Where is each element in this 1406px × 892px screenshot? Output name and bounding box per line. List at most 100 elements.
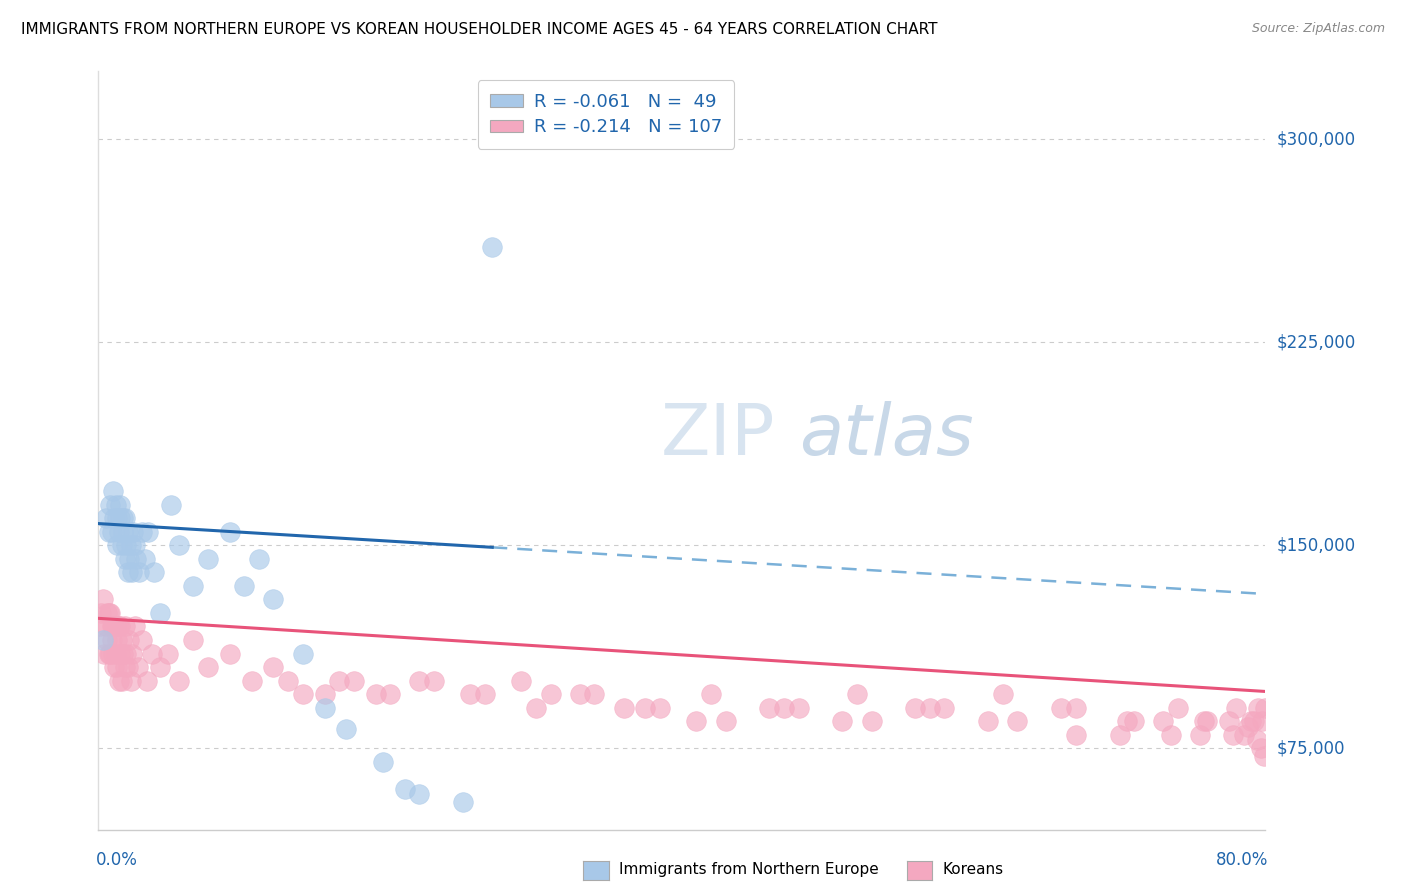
Text: 80.0%: 80.0% xyxy=(1216,851,1268,869)
Point xyxy=(1167,700,1189,714)
Point xyxy=(714,714,737,729)
Point xyxy=(685,714,707,729)
Point xyxy=(262,660,284,674)
Text: 0.0%: 0.0% xyxy=(96,851,138,869)
Point xyxy=(105,511,128,525)
Point xyxy=(1237,720,1260,734)
Point xyxy=(105,633,128,648)
Point xyxy=(934,700,956,714)
Text: $225,000: $225,000 xyxy=(1277,333,1355,351)
Point xyxy=(104,498,127,512)
Point xyxy=(1115,714,1137,729)
Point xyxy=(568,687,591,701)
Text: IMMIGRANTS FROM NORTHERN EUROPE VS KOREAN HOUSEHOLDER INCOME AGES 45 - 64 YEARS : IMMIGRANTS FROM NORTHERN EUROPE VS KOREA… xyxy=(21,22,938,37)
Point xyxy=(343,673,366,688)
Text: Immigrants from Northern Europe: Immigrants from Northern Europe xyxy=(619,863,879,877)
Point xyxy=(1152,714,1174,729)
Point xyxy=(97,524,120,539)
Point xyxy=(121,566,143,580)
Point xyxy=(100,524,122,539)
Point xyxy=(105,538,128,552)
Point xyxy=(1225,700,1247,714)
Point xyxy=(112,647,135,661)
Point xyxy=(110,619,132,633)
Point xyxy=(142,566,165,580)
Point xyxy=(831,714,853,729)
Point xyxy=(1195,714,1218,729)
Point xyxy=(108,673,131,688)
Text: atlas: atlas xyxy=(799,401,973,470)
Point xyxy=(108,524,131,539)
Point xyxy=(121,647,143,661)
Point xyxy=(364,687,387,701)
Point xyxy=(1123,714,1146,729)
Point xyxy=(97,647,120,661)
Text: Source: ZipAtlas.com: Source: ZipAtlas.com xyxy=(1251,22,1385,36)
Point xyxy=(218,524,240,539)
Point xyxy=(247,551,270,566)
Point xyxy=(167,538,190,552)
Point xyxy=(91,592,114,607)
Point xyxy=(1108,728,1130,742)
Point xyxy=(149,660,172,674)
Point xyxy=(131,633,153,648)
Point xyxy=(135,673,157,688)
Point xyxy=(1232,728,1254,742)
Point xyxy=(460,687,482,701)
Point xyxy=(218,647,240,661)
Point xyxy=(1243,714,1265,729)
Text: Koreans: Koreans xyxy=(942,863,1002,877)
Point xyxy=(111,633,134,648)
Point xyxy=(94,619,117,633)
Point xyxy=(98,606,121,620)
Point xyxy=(122,524,145,539)
Point xyxy=(114,551,136,566)
Point xyxy=(1222,728,1244,742)
Point xyxy=(1253,749,1275,764)
Point xyxy=(160,498,183,512)
Point xyxy=(197,660,219,674)
Point xyxy=(128,566,150,580)
Point xyxy=(105,660,128,674)
Text: $300,000: $300,000 xyxy=(1277,130,1355,148)
Point xyxy=(1254,700,1277,714)
Point xyxy=(1240,714,1263,729)
Point xyxy=(103,619,125,633)
Point xyxy=(120,538,142,552)
Point xyxy=(91,633,114,648)
Point xyxy=(408,788,430,802)
Point xyxy=(291,647,314,661)
Point xyxy=(758,700,780,714)
Point xyxy=(93,647,115,661)
Text: ZIP: ZIP xyxy=(661,401,775,470)
Point xyxy=(114,660,136,674)
Point xyxy=(181,579,204,593)
Point xyxy=(120,673,142,688)
Point xyxy=(510,673,533,688)
Point xyxy=(167,673,190,688)
Point xyxy=(1192,714,1215,729)
Point xyxy=(328,673,350,688)
Point xyxy=(157,647,180,661)
Point xyxy=(291,687,314,701)
Point xyxy=(117,660,139,674)
Point xyxy=(1064,728,1087,742)
Point xyxy=(451,796,474,810)
Point xyxy=(124,538,146,552)
Point xyxy=(96,606,118,620)
Point xyxy=(846,687,869,701)
Point xyxy=(1160,728,1182,742)
Point xyxy=(89,619,111,633)
Point xyxy=(100,619,122,633)
Point xyxy=(104,619,127,633)
Point xyxy=(335,723,357,737)
Point xyxy=(991,687,1014,701)
Point xyxy=(101,647,124,661)
Point xyxy=(233,579,256,593)
Point xyxy=(394,781,416,796)
Point xyxy=(110,647,132,661)
Point xyxy=(1247,700,1270,714)
Point xyxy=(918,700,941,714)
Point xyxy=(1064,700,1087,714)
Point xyxy=(125,551,148,566)
